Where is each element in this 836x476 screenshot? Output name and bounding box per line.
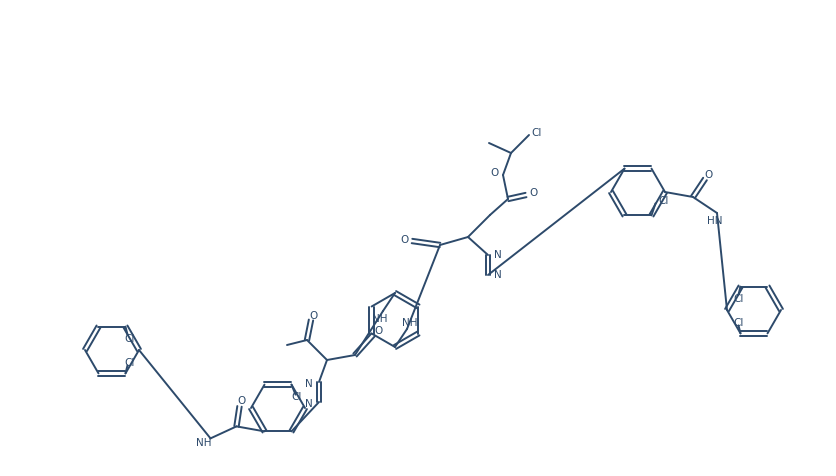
- Text: N: N: [305, 399, 313, 409]
- Text: NH: NH: [402, 318, 417, 328]
- Text: Cl: Cl: [125, 358, 135, 368]
- Text: NH: NH: [372, 314, 387, 324]
- Text: HN: HN: [706, 216, 722, 226]
- Text: O: O: [400, 235, 409, 245]
- Text: O: O: [309, 311, 318, 321]
- Text: O: O: [529, 188, 538, 198]
- Text: Cl: Cl: [732, 318, 743, 328]
- Text: Cl: Cl: [732, 294, 743, 304]
- Text: O: O: [704, 170, 712, 180]
- Text: Cl: Cl: [125, 334, 135, 344]
- Text: N: N: [493, 250, 502, 260]
- Text: Cl: Cl: [531, 128, 542, 138]
- Text: N: N: [305, 379, 313, 389]
- Text: Cl: Cl: [291, 392, 301, 402]
- Text: N: N: [493, 270, 502, 280]
- Text: O: O: [237, 397, 245, 407]
- Text: O: O: [490, 168, 498, 178]
- Text: Cl: Cl: [658, 197, 668, 207]
- Text: NH: NH: [196, 438, 211, 448]
- Text: O: O: [375, 326, 383, 336]
